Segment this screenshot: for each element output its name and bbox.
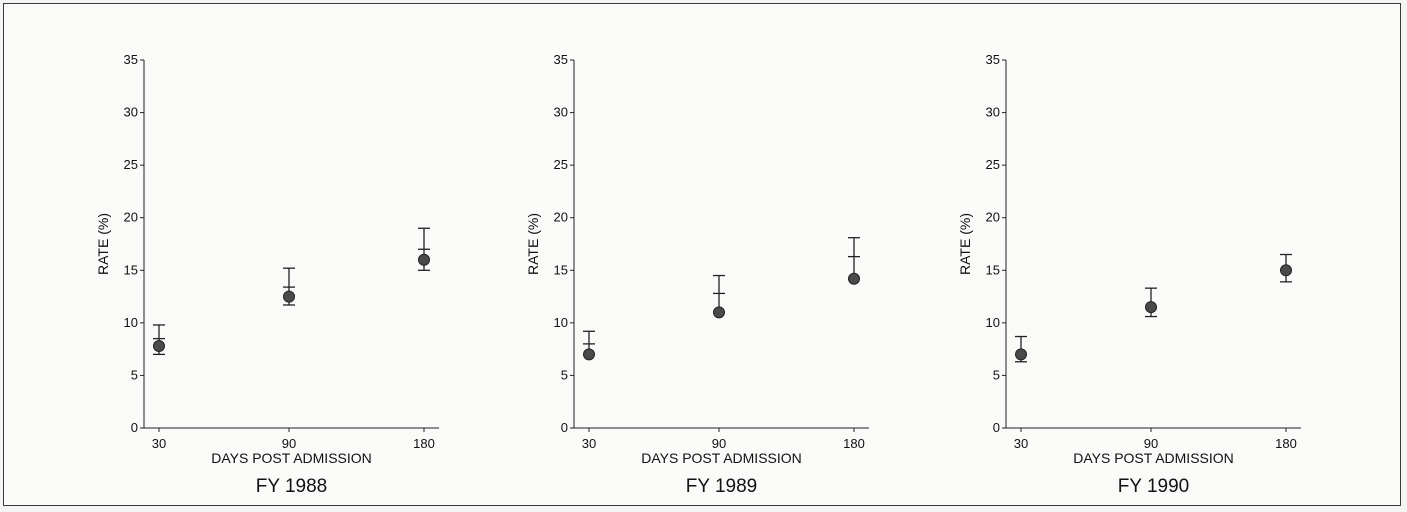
x-tick-label: 180 xyxy=(413,436,435,451)
data-point xyxy=(154,340,165,351)
x-tick-label: 90 xyxy=(1144,436,1158,451)
y-tick-label: 30 xyxy=(124,105,138,120)
y-tick-label: 15 xyxy=(124,262,138,277)
y-tick-label: 10 xyxy=(554,315,568,330)
x-axis-title: DAYS POST ADMISSION xyxy=(211,450,372,466)
y-tick-label: 15 xyxy=(986,262,1000,277)
y-tick-label: 35 xyxy=(124,52,138,67)
y-tick-label: 25 xyxy=(986,157,1000,172)
data-point xyxy=(1146,302,1157,313)
y-tick-label: 5 xyxy=(561,367,568,382)
y-tick-label: 15 xyxy=(554,262,568,277)
data-point xyxy=(584,349,595,360)
y-tick-label: 30 xyxy=(986,105,1000,120)
y-tick-label: 0 xyxy=(561,420,568,435)
y-axis-title: RATE (%) xyxy=(95,213,111,275)
y-tick-label: 10 xyxy=(986,315,1000,330)
y-tick-label: 5 xyxy=(993,367,1000,382)
data-point xyxy=(714,307,725,318)
x-tick-label: 180 xyxy=(1275,436,1297,451)
x-tick-label: 30 xyxy=(152,436,166,451)
chart-title: FY 1988 xyxy=(256,476,327,497)
y-tick-label: 0 xyxy=(993,420,1000,435)
data-point xyxy=(1281,265,1292,276)
y-tick-label: 35 xyxy=(986,52,1000,67)
x-tick-label: 30 xyxy=(582,436,596,451)
y-tick-label: 35 xyxy=(554,52,568,67)
chart-panel-fy1988: 0 5 10 15 20 25 30 35 30 90 180 RATE (%) DAYS POST A… xyxy=(104,4,544,504)
y-tick-label: 20 xyxy=(554,210,568,225)
chart-panel-fy1989: 0 5 10 15 20 25 30 35 30 90 180 RATE (%) DAYS POST A… xyxy=(534,4,974,504)
y-axis-title: RATE (%) xyxy=(525,213,541,275)
chart-panel-fy1990: 0 5 10 15 20 25 30 35 30 90 180 RATE (%) DAYS POST A… xyxy=(966,4,1406,504)
x-tick-label: 180 xyxy=(843,436,865,451)
y-axis-title: RATE (%) xyxy=(957,213,973,275)
x-tick-label: 90 xyxy=(712,436,726,451)
y-tick-label: 30 xyxy=(554,105,568,120)
data-point xyxy=(284,291,295,302)
y-tick-label: 10 xyxy=(124,315,138,330)
chart-title: FY 1990 xyxy=(1118,476,1189,497)
y-tick-label: 25 xyxy=(554,157,568,172)
y-tick-label: 20 xyxy=(986,210,1000,225)
y-tick-label: 25 xyxy=(124,157,138,172)
y-tick-label: 5 xyxy=(131,367,138,382)
figure-frame: 0 5 10 15 20 25 30 35 30 90 180 RATE (%) DAYS POST A… xyxy=(3,3,1401,506)
data-point xyxy=(1016,349,1027,360)
data-point xyxy=(849,273,860,284)
x-axis-title: DAYS POST ADMISSION xyxy=(641,450,802,466)
y-tick-label: 20 xyxy=(124,210,138,225)
data-point xyxy=(419,254,430,265)
x-tick-label: 30 xyxy=(1014,436,1028,451)
y-tick-label: 0 xyxy=(131,420,138,435)
x-tick-label: 90 xyxy=(282,436,296,451)
chart-title: FY 1989 xyxy=(686,476,757,497)
x-axis-title: DAYS POST ADMISSION xyxy=(1073,450,1234,466)
